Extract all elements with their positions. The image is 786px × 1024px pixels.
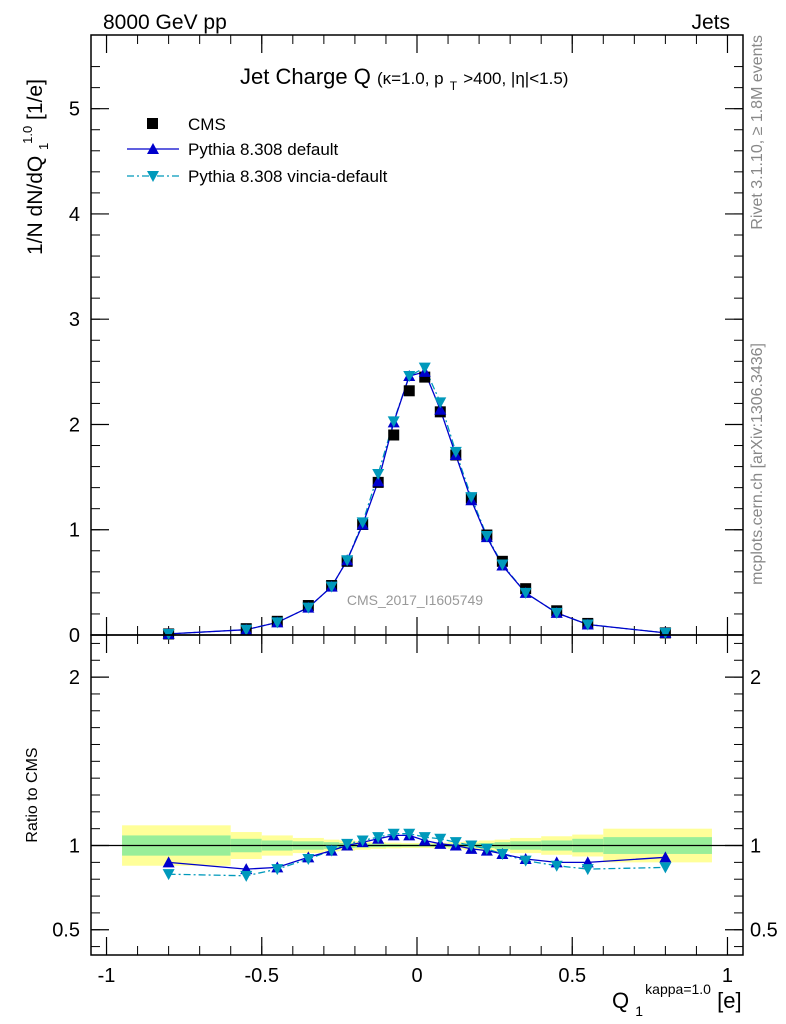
main-series	[162, 362, 672, 640]
cms-point	[419, 371, 431, 383]
vincia-point	[434, 397, 447, 409]
vincia-ratio-point	[496, 848, 509, 860]
y-main-tick-label: 1	[69, 520, 80, 542]
vincia-ratio-point	[434, 833, 447, 845]
title-rest: >400, |η|<1.5)	[463, 69, 568, 88]
vincia-ratio-point	[372, 832, 385, 844]
vincia-point	[519, 587, 532, 599]
vincia-point	[387, 416, 400, 428]
vincia-ratio-point	[341, 838, 354, 850]
vincia-ratio-point	[465, 840, 478, 852]
vincia-ratio-point	[356, 835, 369, 847]
vincia-ratio-point	[418, 832, 431, 844]
vincia-ratio-point	[581, 864, 594, 876]
y-axis-label-ratio: Ratio to CMS	[24, 747, 41, 842]
vincia-point	[581, 619, 594, 631]
ylabel-main-sup: 1.0	[20, 126, 35, 144]
title-pt-sub: T	[450, 79, 458, 93]
ylabel-main-sub: 1	[36, 143, 51, 150]
vincia-ratio-point	[302, 854, 315, 865]
vincia-ratio-point	[659, 862, 672, 874]
cms-point	[388, 429, 400, 441]
x-tick-label: -0.5	[245, 965, 279, 987]
legend-label-default: Pythia 8.308 default	[188, 140, 339, 159]
vincia-ratio-point	[403, 828, 416, 840]
header-left: 8000 GeV pp	[103, 11, 227, 34]
y-main-tick-label: 3	[69, 309, 80, 331]
title-kappa: (κ=1.0, p	[377, 69, 444, 88]
y-main-tick-label: 2	[69, 414, 80, 436]
x-tick-label: 0.5	[558, 965, 586, 987]
vincia-ratio-point	[449, 837, 462, 849]
vincia-point	[418, 362, 431, 374]
vincia-ratio-point	[387, 828, 400, 840]
vincia-ratio-point	[480, 843, 493, 855]
vincia-point	[465, 492, 478, 504]
mcplots-label: mcplots.cern.ch [arXiv:1306.3436]	[749, 343, 766, 585]
default-point	[434, 403, 447, 415]
x-axis-label: Q 1 kappa=1.0 [e]	[612, 974, 742, 1021]
vincia-ratio-point	[550, 860, 563, 872]
ylabel-main-b: [1/e]	[24, 79, 47, 120]
vincia-point	[271, 617, 284, 629]
xlabel-q: Q	[612, 988, 629, 1013]
x-tick-label: -1	[98, 965, 116, 987]
default-ratio-point	[162, 856, 175, 868]
y-ratio-tick-label: 1	[69, 836, 80, 858]
rivet-label: Rivet 3.1.10, ≥ 1.8M events	[749, 35, 766, 230]
xlabel-sub: 1	[635, 1003, 643, 1019]
vincia-ratio-point	[271, 864, 284, 876]
ylabel-main-a: 1/N dN/dQ	[24, 156, 47, 255]
y-ratio-tick-label: 0.5	[52, 920, 80, 942]
header-right: Jets	[691, 11, 730, 34]
vincia-ratio-point	[325, 845, 338, 857]
vincia-point	[480, 531, 493, 543]
y-main-tick-label: 4	[69, 204, 80, 226]
vincia-ratio-point	[162, 869, 175, 881]
ratio-series	[162, 828, 672, 882]
y-ratio-tick-label-right: 1	[750, 836, 761, 858]
default-point	[372, 475, 385, 487]
vincia-point	[496, 559, 509, 571]
y-ratio-tick-label-right: 0.5	[750, 920, 778, 942]
x-tick-label: 0	[411, 965, 422, 987]
vincia-point	[449, 446, 462, 458]
vincia-point	[550, 607, 563, 619]
vincia-point	[372, 468, 385, 480]
legend-label-cms: CMS	[188, 115, 226, 134]
ratio-frame	[90, 634, 744, 956]
cms-point	[403, 385, 415, 397]
x-tick-label: 1	[722, 965, 733, 987]
legend: CMS Pythia 8.308 default Pythia 8.308 vi…	[127, 115, 388, 186]
chart-title: Jet Charge Q (κ=1.0, p T >400, |η|<1.5)	[240, 64, 568, 95]
legend-label-vincia: Pythia 8.308 vincia-default	[188, 167, 388, 186]
legend-marker-default	[147, 143, 159, 154]
analysis-watermark: CMS_2017_I1605749	[347, 592, 483, 608]
ratio-uncertainty-bands	[91, 825, 743, 866]
vincia-point	[240, 624, 253, 636]
vincia-point	[302, 602, 315, 614]
vincia-ratio-point	[519, 855, 532, 867]
y-axis-label-main: 1/N dN/dQ 1 1.0 [1/e]	[14, 79, 53, 255]
vincia-point	[341, 555, 354, 567]
title-main: Jet Charge Q	[240, 64, 371, 89]
xlabel-unit: [e]	[717, 988, 741, 1013]
legend-marker-vincia	[147, 171, 159, 182]
vincia-point	[403, 371, 416, 383]
vincia-point	[356, 517, 369, 529]
y-main-tick-label: 0	[69, 625, 80, 647]
y-ratio-tick-label: 2	[69, 667, 80, 689]
y-main-tick-label: 5	[69, 99, 80, 121]
xlabel-sup: kappa=1.0	[645, 981, 711, 997]
default-ratio-point	[659, 851, 672, 863]
vincia-point	[659, 627, 672, 639]
legend-marker-cms	[147, 118, 158, 129]
vincia-point	[325, 581, 338, 593]
y-ratio-tick-label-right: 2	[750, 667, 761, 689]
vincia-ratio-point	[240, 870, 253, 882]
axis-ticks: -1 -0.5 0 0.5 1 0 1 2 3 4 5 0.5 0.5 1 1 2 2	[52, 35, 778, 987]
